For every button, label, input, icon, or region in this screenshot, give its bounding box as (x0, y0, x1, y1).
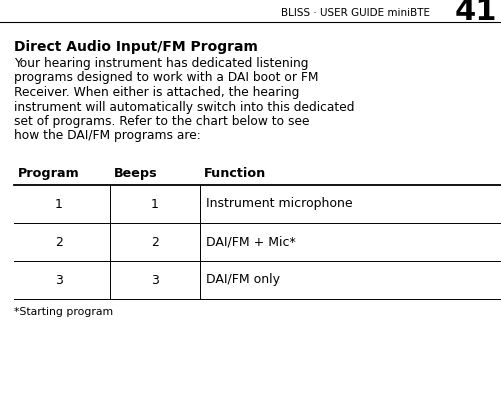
Text: how the DAI/FM programs are:: how the DAI/FM programs are: (14, 130, 200, 142)
Text: 3: 3 (151, 273, 159, 287)
Text: Function: Function (203, 167, 266, 180)
Text: *Starting program: *Starting program (14, 307, 113, 317)
Text: BLISS · USER GUIDE miniBTE: BLISS · USER GUIDE miniBTE (281, 8, 429, 18)
Text: Receiver. When either is attached, the hearing: Receiver. When either is attached, the h… (14, 86, 299, 99)
Text: 2: 2 (151, 235, 159, 249)
Text: Direct Audio Input/FM Program: Direct Audio Input/FM Program (14, 40, 258, 54)
Text: 3: 3 (55, 273, 63, 287)
Text: 2: 2 (55, 235, 63, 249)
Text: DAI/FM + Mic*: DAI/FM + Mic* (205, 235, 295, 249)
Text: 1: 1 (55, 197, 63, 211)
Text: set of programs. Refer to the chart below to see: set of programs. Refer to the chart belo… (14, 115, 309, 128)
Text: 41: 41 (453, 0, 496, 26)
Text: DAI/FM only: DAI/FM only (205, 273, 280, 287)
Text: instrument will automatically switch into this dedicated: instrument will automatically switch int… (14, 100, 354, 114)
Text: programs designed to work with a DAI boot or FM: programs designed to work with a DAI boo… (14, 71, 318, 85)
Text: Program: Program (18, 167, 80, 180)
Text: Your hearing instrument has dedicated listening: Your hearing instrument has dedicated li… (14, 57, 308, 70)
Text: 1: 1 (151, 197, 159, 211)
Text: Beeps: Beeps (114, 167, 157, 180)
Text: Instrument microphone: Instrument microphone (205, 197, 352, 211)
